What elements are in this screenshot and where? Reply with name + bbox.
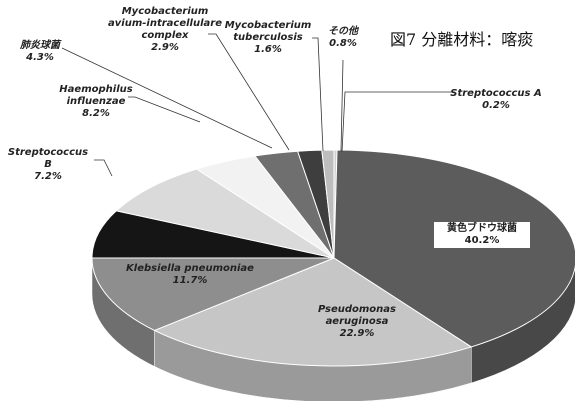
leader-line: [312, 37, 324, 152]
slice-label: Haemophilus influenzae 8.2%: [56, 84, 136, 120]
pie-slice: [321, 149, 335, 259]
slice-label: その他 0.8%: [318, 26, 368, 50]
pie-slice: [91, 210, 335, 259]
slice-label: 肺炎球菌 4.3%: [0, 40, 80, 64]
value-label: 2.9%: [151, 42, 179, 53]
category-name: Streptococcus A: [450, 88, 542, 99]
value-label: 4.3%: [26, 52, 54, 63]
leader-line: [341, 91, 455, 153]
leader-line: [208, 33, 290, 151]
slice-label: Streptococcus B 7.2%: [3, 147, 93, 183]
value-label: 7.2%: [34, 171, 62, 182]
value-label: 1.6%: [254, 44, 282, 55]
slice-label: 黄色ブドウ球菌 40.2%: [434, 222, 530, 248]
value-label: 0.8%: [329, 38, 357, 49]
category-name: Streptococcus B: [7, 147, 89, 170]
pie-slice: [153, 257, 473, 367]
value-label: 0.2%: [482, 100, 510, 111]
leader-line: [128, 96, 201, 123]
value-label: 40.2%: [464, 235, 500, 246]
leader-line: [94, 159, 113, 177]
leader-line: [340, 59, 344, 152]
value-label: 11.7%: [172, 275, 208, 286]
value-label: 8.2%: [82, 108, 110, 119]
category-name: その他: [328, 26, 358, 37]
category-name: Klebsiella pneumoniae: [126, 263, 254, 274]
category-name: Haemophilus influenzae: [59, 84, 133, 107]
category-name: Pseudomonas aeruginosa: [318, 304, 396, 327]
category-name: 肺炎球菌: [20, 40, 60, 51]
category-name: Mycobacterium tuberculosis: [224, 20, 312, 43]
slice-label: Streptococcus A 0.2%: [436, 88, 556, 112]
leader-line: [61, 47, 273, 149]
pie-slice: [91, 257, 335, 331]
pie-slice: [115, 168, 335, 259]
pie-slice: [333, 149, 575, 348]
slice-label: Klebsiella pneumoniae 11.7%: [105, 263, 275, 287]
slice-label: Mycobacterium avium-intracellulare compl…: [105, 6, 225, 54]
slice-label: Pseudomonas aeruginosa 22.9%: [312, 304, 402, 340]
category-name: Mycobacterium avium-intracellulare compl…: [108, 6, 222, 41]
slice-label: Mycobacterium tuberculosis 1.6%: [223, 20, 313, 56]
category-name: 黄色ブドウ球菌: [447, 223, 517, 234]
value-label: 22.9%: [339, 328, 375, 339]
chart-title: 図7 分離材料：喀痰: [390, 30, 534, 49]
